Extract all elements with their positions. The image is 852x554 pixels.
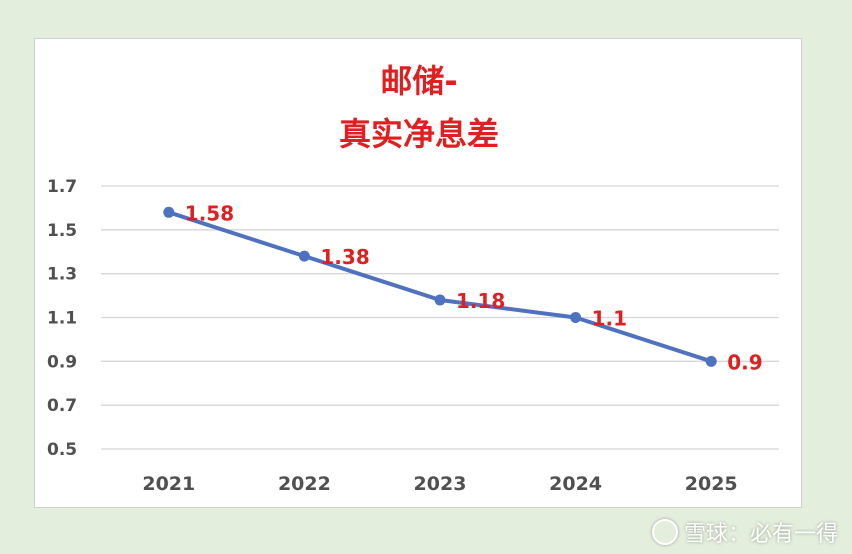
data-point xyxy=(434,294,446,306)
y-tick-label: 0.9 xyxy=(47,352,77,372)
data-point xyxy=(705,355,717,367)
x-tick-label: 2024 xyxy=(549,473,602,495)
data-labels: 1.58 1.38 1.18 1.1 0.9 xyxy=(185,201,763,374)
chart-title-line-1: 邮储- xyxy=(380,62,457,100)
chart-title-line-2: 真实净息差 xyxy=(339,115,499,153)
x-tick-label: 2023 xyxy=(414,473,467,495)
data-point xyxy=(570,312,582,323)
data-label: 1.1 xyxy=(592,307,627,331)
data-label: 1.18 xyxy=(456,289,505,313)
chart-card: 邮储- 真实净息差 0.5 0.7 0.9 1.1 1.3 1.5 1.7 2021 2022… xyxy=(34,38,802,508)
x-tick-label: 2022 xyxy=(278,473,331,495)
series-line xyxy=(168,210,712,364)
data-point xyxy=(298,250,310,262)
y-tick-label: 1.3 xyxy=(47,265,77,285)
data-label: 1.58 xyxy=(185,201,234,225)
snowball-logo-icon xyxy=(651,519,678,545)
line-chart: 邮储- 真实净息差 0.5 0.7 0.9 1.1 1.3 1.5 1.7 2021 2022… xyxy=(47,62,779,495)
y-tick-label: 0.5 xyxy=(47,440,77,460)
y-tick-label: 1.5 xyxy=(47,221,77,241)
y-tick-label: 1.7 xyxy=(47,177,77,197)
watermark: 雪球：必有一得 xyxy=(651,516,838,548)
x-tick-label: 2021 xyxy=(142,473,195,495)
watermark-text: 雪球：必有一得 xyxy=(683,522,838,547)
series-layer xyxy=(163,206,717,367)
y-tick-label: 0.7 xyxy=(47,396,77,416)
x-axis-ticks: 2021 2022 2023 2024 2025 xyxy=(142,473,737,495)
data-label: 0.9 xyxy=(727,350,762,374)
data-point xyxy=(163,206,175,218)
y-tick-label: 1.1 xyxy=(47,309,77,329)
y-axis-ticks: 0.5 0.7 0.9 1.1 1.3 1.5 1.7 xyxy=(47,177,77,460)
data-label: 1.38 xyxy=(320,245,369,269)
gridlines xyxy=(101,185,779,450)
x-tick-label: 2025 xyxy=(685,473,738,495)
